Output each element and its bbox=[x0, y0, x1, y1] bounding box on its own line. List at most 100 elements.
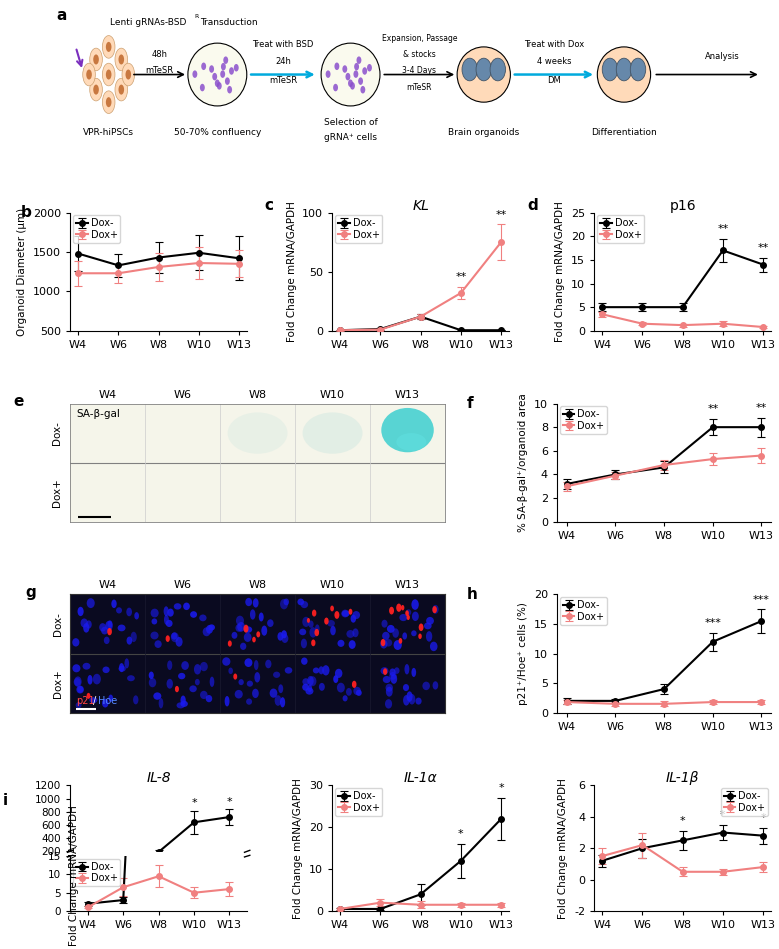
Ellipse shape bbox=[301, 601, 308, 608]
Text: a: a bbox=[56, 8, 66, 23]
Ellipse shape bbox=[175, 637, 182, 646]
Ellipse shape bbox=[382, 620, 388, 627]
Ellipse shape bbox=[393, 628, 399, 638]
Text: **: ** bbox=[707, 404, 718, 414]
Ellipse shape bbox=[411, 599, 419, 610]
Ellipse shape bbox=[195, 679, 199, 685]
Ellipse shape bbox=[280, 698, 285, 707]
Text: Hoe: Hoe bbox=[98, 696, 118, 706]
Ellipse shape bbox=[324, 618, 329, 624]
Ellipse shape bbox=[164, 606, 169, 616]
Ellipse shape bbox=[119, 663, 124, 672]
Text: W10: W10 bbox=[320, 390, 345, 400]
Ellipse shape bbox=[255, 672, 260, 682]
Ellipse shape bbox=[490, 58, 506, 81]
Ellipse shape bbox=[118, 624, 125, 631]
Ellipse shape bbox=[432, 681, 439, 690]
Ellipse shape bbox=[80, 619, 88, 627]
Y-axis label: Fold Change mRNA/GAPDH: Fold Change mRNA/GAPDH bbox=[287, 201, 297, 343]
Ellipse shape bbox=[149, 672, 153, 679]
Ellipse shape bbox=[83, 662, 90, 670]
Text: h: h bbox=[467, 587, 478, 603]
Ellipse shape bbox=[108, 621, 112, 627]
Ellipse shape bbox=[337, 682, 345, 693]
Ellipse shape bbox=[319, 666, 324, 675]
Legend: Dox-, Dox+: Dox-, Dox+ bbox=[73, 215, 121, 243]
Ellipse shape bbox=[83, 64, 95, 85]
Text: Fold Change mRNA/GAPDH: Fold Change mRNA/GAPDH bbox=[69, 806, 79, 946]
Text: g: g bbox=[25, 585, 36, 600]
Title: KL: KL bbox=[412, 198, 429, 213]
Ellipse shape bbox=[106, 69, 111, 80]
Ellipse shape bbox=[229, 67, 234, 75]
Ellipse shape bbox=[319, 683, 325, 691]
Ellipse shape bbox=[126, 637, 132, 644]
Ellipse shape bbox=[301, 639, 307, 648]
Ellipse shape bbox=[348, 80, 353, 87]
Ellipse shape bbox=[111, 600, 117, 608]
Text: b: b bbox=[20, 206, 31, 220]
Ellipse shape bbox=[210, 677, 214, 687]
Ellipse shape bbox=[74, 679, 81, 686]
Legend: Dox-, Dox+: Dox-, Dox+ bbox=[73, 859, 121, 886]
Ellipse shape bbox=[225, 78, 230, 84]
Ellipse shape bbox=[237, 622, 245, 632]
Ellipse shape bbox=[178, 673, 185, 679]
Ellipse shape bbox=[228, 667, 233, 674]
Ellipse shape bbox=[407, 692, 413, 702]
Text: R: R bbox=[194, 14, 199, 19]
Ellipse shape bbox=[154, 641, 162, 648]
Ellipse shape bbox=[380, 667, 389, 675]
Ellipse shape bbox=[402, 632, 407, 640]
Ellipse shape bbox=[351, 615, 356, 623]
Text: Dox+: Dox+ bbox=[53, 669, 63, 698]
Ellipse shape bbox=[153, 693, 161, 699]
Ellipse shape bbox=[103, 666, 110, 673]
Ellipse shape bbox=[99, 623, 106, 631]
Text: W6: W6 bbox=[174, 390, 192, 400]
Ellipse shape bbox=[115, 79, 128, 101]
Ellipse shape bbox=[348, 608, 352, 615]
Ellipse shape bbox=[167, 608, 174, 617]
Ellipse shape bbox=[352, 628, 358, 637]
Ellipse shape bbox=[278, 684, 284, 693]
Ellipse shape bbox=[125, 659, 129, 668]
Ellipse shape bbox=[190, 611, 197, 618]
Ellipse shape bbox=[347, 630, 354, 638]
Ellipse shape bbox=[284, 667, 292, 674]
Ellipse shape bbox=[102, 698, 108, 708]
Ellipse shape bbox=[106, 42, 111, 52]
Ellipse shape bbox=[149, 678, 157, 687]
Ellipse shape bbox=[602, 58, 618, 81]
Ellipse shape bbox=[90, 698, 97, 703]
Ellipse shape bbox=[361, 86, 365, 93]
Text: SA-β-gal: SA-β-gal bbox=[76, 409, 120, 419]
Ellipse shape bbox=[315, 624, 319, 634]
Ellipse shape bbox=[326, 70, 330, 78]
Ellipse shape bbox=[134, 612, 139, 620]
Text: Treat with BSD: Treat with BSD bbox=[252, 40, 314, 49]
Ellipse shape bbox=[150, 632, 159, 640]
Text: W4: W4 bbox=[98, 580, 117, 589]
Ellipse shape bbox=[334, 63, 340, 70]
Ellipse shape bbox=[616, 58, 632, 81]
Ellipse shape bbox=[235, 624, 242, 632]
Ellipse shape bbox=[411, 630, 417, 636]
Ellipse shape bbox=[234, 690, 243, 698]
Ellipse shape bbox=[462, 58, 478, 81]
Ellipse shape bbox=[101, 626, 108, 635]
Ellipse shape bbox=[192, 70, 197, 78]
Ellipse shape bbox=[181, 700, 188, 707]
Text: mTeSR: mTeSR bbox=[269, 76, 297, 85]
Text: Lenti gRNAs-BSD: Lenti gRNAs-BSD bbox=[110, 18, 186, 27]
Ellipse shape bbox=[382, 632, 390, 640]
Ellipse shape bbox=[166, 635, 170, 642]
Ellipse shape bbox=[171, 632, 179, 642]
Ellipse shape bbox=[86, 69, 92, 80]
Ellipse shape bbox=[384, 639, 392, 646]
Ellipse shape bbox=[256, 631, 260, 638]
Ellipse shape bbox=[250, 609, 256, 620]
Ellipse shape bbox=[189, 685, 197, 692]
Ellipse shape bbox=[405, 610, 409, 616]
Ellipse shape bbox=[400, 614, 407, 622]
